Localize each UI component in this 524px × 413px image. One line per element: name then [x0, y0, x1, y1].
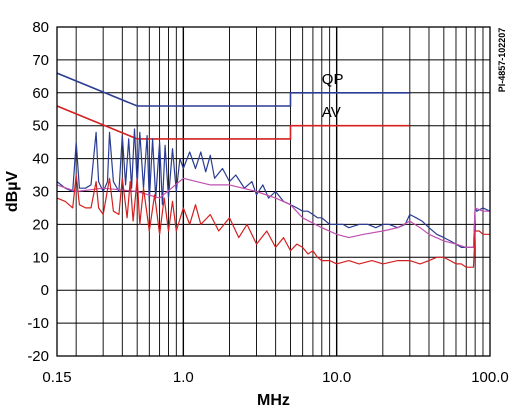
x-tick-labels: 0.15 1.0 10.0 100.0 [42, 369, 508, 386]
y-tick-label: -20 [27, 348, 49, 365]
y-tick-label: 0 [41, 282, 49, 299]
y-tick-labels: -20 -10 0 10 20 30 40 50 60 70 80 [27, 19, 49, 365]
series-line-red [56, 174, 490, 268]
limit-line-qp [56, 72, 410, 107]
x-tick-label: 100.0 [471, 369, 509, 386]
x-tick-label: 0.15 [42, 369, 71, 386]
y-tick-label: -10 [27, 315, 49, 332]
y-tick-label: 70 [32, 52, 49, 69]
plot-frame [56, 26, 491, 357]
y-tick-label: 30 [32, 184, 49, 201]
y-tick-label: 10 [32, 249, 49, 266]
y-tick-label: 80 [32, 19, 49, 36]
y-tick-label: 50 [32, 118, 49, 135]
series-line-blue [56, 128, 491, 248]
x-tick-label: 10.0 [322, 369, 351, 386]
y-tick-label: 60 [32, 85, 49, 102]
x-axis-title: MHz [257, 392, 290, 409]
y-axis-title: dBµV [4, 171, 21, 213]
series-line-magenta [56, 177, 490, 248]
av-label: AV [322, 104, 341, 121]
grid [57, 27, 490, 356]
limit-line-av [56, 105, 410, 140]
y-tick-label: 20 [32, 216, 49, 233]
figure-id-note: PI-4857-102207 [497, 28, 507, 93]
series-lines [56, 128, 491, 268]
qp-label: QP [322, 71, 344, 88]
limit-lines [56, 72, 410, 140]
x-tick-label: 1.0 [173, 369, 194, 386]
y-tick-label: 40 [32, 151, 49, 168]
